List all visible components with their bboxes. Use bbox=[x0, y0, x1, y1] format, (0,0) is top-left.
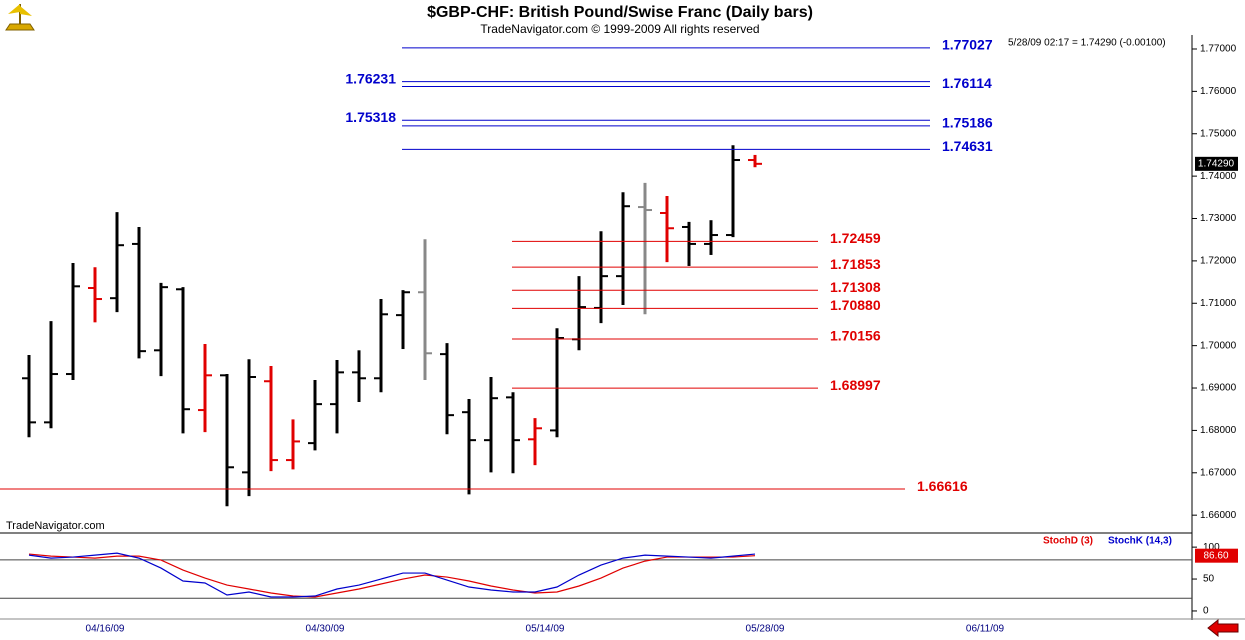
stoch-line bbox=[28, 553, 756, 598]
stoch-line bbox=[28, 552, 756, 598]
legend-entry: StochK (14,3) bbox=[1108, 536, 1172, 547]
last-value-label: 86.60 bbox=[1203, 550, 1228, 561]
y-tick-label: 1.75000 bbox=[1200, 128, 1237, 139]
last-value-box bbox=[1195, 548, 1238, 563]
level-label: 1.76231 bbox=[345, 70, 396, 86]
x-tick-label: 04/30/09 bbox=[306, 624, 345, 635]
x-tick-label: 05/14/09 bbox=[526, 624, 565, 635]
watermark: TradeNavigator.com bbox=[6, 520, 105, 532]
level-label: 1.77027 bbox=[942, 37, 993, 53]
level-label: 1.74631 bbox=[942, 138, 993, 154]
y-tick-label: 1.69000 bbox=[1200, 383, 1237, 394]
level-label: 1.71853 bbox=[830, 256, 881, 272]
level-label: 1.70156 bbox=[830, 328, 881, 344]
y-tick-label: 1.71000 bbox=[1200, 298, 1237, 309]
legend-entry: StochD (3) bbox=[1043, 536, 1093, 547]
chart-title: $GBP-CHF: British Pound/Swise Franc (Dai… bbox=[427, 4, 813, 21]
x-tick-label: 04/16/09 bbox=[86, 624, 125, 635]
y-tick-label: 1.76000 bbox=[1200, 86, 1237, 97]
x-tick-label: 06/11/09 bbox=[966, 624, 1005, 635]
y-tick-label: 1.67000 bbox=[1200, 467, 1237, 478]
level-label: 1.70880 bbox=[830, 297, 881, 313]
level-label: 1.66616 bbox=[917, 478, 968, 494]
level-label: 1.71308 bbox=[830, 279, 881, 295]
y-tick-label: 50 bbox=[1203, 574, 1215, 585]
scroll-arrow[interactable] bbox=[1207, 618, 1239, 638]
y-tick-label: 1.74000 bbox=[1200, 171, 1237, 182]
level-label: 1.68997 bbox=[830, 377, 881, 393]
y-tick-label: 1.70000 bbox=[1200, 340, 1237, 351]
y-tick-label: 1.73000 bbox=[1200, 213, 1237, 224]
level-label: 1.72459 bbox=[830, 230, 881, 246]
y-tick-label: 1.77000 bbox=[1200, 44, 1237, 55]
y-tick-label: 1.72000 bbox=[1200, 256, 1237, 267]
last-price-box bbox=[1195, 156, 1238, 171]
level-label: 1.75318 bbox=[345, 109, 396, 125]
x-tick-label: 05/28/09 bbox=[746, 624, 785, 635]
y-tick-label: 1.66000 bbox=[1200, 510, 1237, 521]
logo bbox=[5, 4, 35, 31]
y-tick-label: 100 bbox=[1203, 542, 1220, 553]
chart-subtitle: TradeNavigator.com © 1999-2009 All right… bbox=[480, 22, 759, 36]
y-tick-label: 1.68000 bbox=[1200, 425, 1237, 436]
level-label: 1.76114 bbox=[942, 75, 992, 91]
y-tick-label: 0 bbox=[1203, 606, 1209, 617]
level-label: 1.75186 bbox=[942, 115, 993, 131]
price-info: 5/28/09 02:17 = 1.74290 (-0.00100) bbox=[1008, 38, 1166, 49]
last-price-label: 1.74290 bbox=[1198, 158, 1235, 169]
